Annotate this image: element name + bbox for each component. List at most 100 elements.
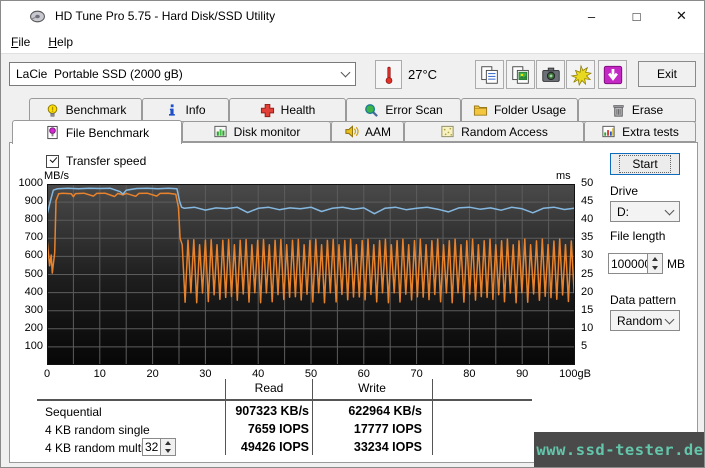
y-axis-tick-label: 300 [24, 303, 43, 316]
exit-button[interactable]: Exit [638, 61, 696, 87]
step-down-icon[interactable] [648, 264, 662, 274]
column-divider [432, 379, 433, 455]
tab-aam[interactable]: AAM [331, 121, 404, 142]
maximize-button[interactable]: □ [632, 8, 641, 24]
menu-file[interactable]: File [11, 35, 31, 49]
y-axis-tick-label: 900 [24, 195, 43, 208]
y-axis-tick-label: 700 [24, 231, 43, 244]
data-pattern-label: Data pattern [610, 293, 677, 307]
folder-usage-icon [473, 105, 488, 116]
tab-benchmark[interactable]: Benchmark [29, 98, 142, 122]
aam-icon [345, 125, 359, 138]
transfer-speed-label: Transfer speed [66, 154, 147, 168]
tab-erase[interactable]: Erase [578, 98, 696, 122]
random-single-read-value: 7659 IOPS [247, 422, 309, 436]
benchmark-icon [47, 103, 57, 117]
save-gold-button[interactable] [566, 60, 595, 89]
drive-dropdown[interactable]: D: [610, 201, 680, 222]
queue-depth-control: 32 [142, 438, 177, 456]
y-axis-tick-label: 1000 [18, 177, 43, 189]
write-column-header: Write [358, 381, 386, 395]
header-divider [37, 399, 532, 401]
download-button[interactable] [598, 60, 627, 89]
info-icon [169, 104, 176, 116]
transfer-speed-option: Transfer speed [46, 154, 146, 168]
sequential-write-value: 622964 KB/s [348, 404, 422, 418]
save-gold-icon [569, 63, 592, 86]
tab-random-access[interactable]: Random Access [404, 121, 584, 142]
x-axis-tick-label: 80 [463, 368, 476, 380]
close-button[interactable]: ✕ [676, 8, 687, 23]
tab-error-scan[interactable]: Error Scan [346, 98, 461, 122]
y-axis-tick-label: 50 [581, 177, 594, 189]
x-axis-tick-label: 20 [146, 368, 159, 380]
download-icon [603, 65, 622, 84]
y-axis-tick-label: 100 [24, 339, 43, 352]
random-multi-write-value: 33234 IOPS [353, 440, 422, 454]
random-multi-read-value: 49426 IOPS [240, 440, 309, 454]
drive-value: D: [617, 204, 629, 219]
check-icon [49, 154, 57, 163]
toolbar: LaCie Portable SSD (2000 gB) 27°C Exit [1, 53, 704, 93]
menu-help[interactable]: Help [48, 35, 74, 49]
tab-label: Error Scan [385, 103, 443, 117]
sequential-read-value: 907323 KB/s [235, 404, 309, 418]
file-length-stepper[interactable] [648, 253, 663, 274]
tab-label: Extra tests [622, 124, 679, 139]
random-access-icon [441, 125, 454, 138]
x-axis-tick-label: 70 [410, 368, 423, 380]
file-length-input[interactable]: 100000 [608, 253, 648, 274]
x-axis-tick-label: 50 [304, 368, 318, 380]
temperature-value: 27°C [408, 67, 438, 82]
start-button[interactable]: Start [610, 153, 680, 175]
screenshot-icon [541, 67, 560, 82]
tab-label: Disk monitor [233, 124, 301, 139]
copy-image-button[interactable] [506, 60, 535, 89]
app-icon [30, 10, 45, 22]
y-axis-tick-label: 200 [24, 321, 43, 334]
y-axis-tick-label: 10 [581, 321, 594, 334]
health-icon [260, 103, 274, 117]
queue-depth-stepper[interactable] [161, 438, 177, 456]
y-axis-tick-label: 400 [24, 285, 43, 298]
minimize-button[interactable]: – [587, 8, 596, 24]
file-benchmark-icon [47, 125, 58, 140]
tab-label: Random Access [461, 124, 548, 139]
file-length-control: 100000 MB [608, 253, 685, 274]
tab-info[interactable]: Info [142, 98, 229, 122]
row-label: 4 KB random single [45, 423, 150, 437]
results-table: Read Write Sequential 907323 KB/s 622964… [37, 379, 537, 461]
data-pattern-dropdown[interactable]: Random [610, 310, 680, 331]
drive-selector-value: LaCie Portable SSD (2000 gB) [16, 67, 183, 81]
chevron-down-icon [664, 205, 675, 215]
temperature-button[interactable] [375, 60, 402, 89]
copy-text-button[interactable] [475, 60, 504, 89]
copy-image-icon [511, 65, 529, 84]
tab-folder-usage[interactable]: Folder Usage [461, 98, 578, 122]
tab-file-benchmark[interactable]: File Benchmark [12, 120, 182, 144]
menu-bar: File Help [1, 31, 704, 53]
step-up-icon[interactable] [648, 254, 662, 264]
watermark-url: www.ssd-tester.de [536, 440, 704, 459]
tab-extra-tests[interactable]: Extra tests [584, 121, 696, 142]
read-column-header: Read [254, 381, 284, 395]
transfer-speed-checkbox[interactable] [46, 154, 59, 168]
copy-text-icon [480, 65, 498, 84]
error-scan-icon [365, 103, 379, 117]
x-axis-tick-label: 10 [93, 368, 106, 380]
y-axis-tick-label: 600 [24, 249, 43, 262]
tab-label: Erase [631, 103, 664, 117]
column-divider [312, 379, 313, 455]
y-axis-tick-label: 40 [581, 213, 594, 226]
benchmark-chart [47, 184, 575, 365]
erase-icon [613, 104, 624, 117]
row-label: 4 KB random multi [45, 441, 144, 455]
step-down-icon[interactable] [161, 447, 175, 455]
queue-depth-input[interactable]: 32 [142, 438, 162, 456]
step-up-icon[interactable] [161, 439, 175, 447]
file-benchmark-panel: Transfer speed MB/s ms 1000 900 800 700 600 5… [9, 142, 698, 463]
drive-selector-dropdown[interactable]: LaCie Portable SSD (2000 gB) [9, 62, 356, 86]
tab-health[interactable]: Health [229, 98, 346, 122]
screenshot-button[interactable] [536, 60, 565, 89]
tab-disk-monitor[interactable]: Disk monitor [182, 121, 331, 142]
